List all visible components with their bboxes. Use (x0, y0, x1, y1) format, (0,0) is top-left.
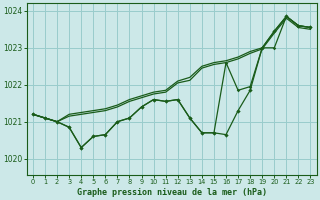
X-axis label: Graphe pression niveau de la mer (hPa): Graphe pression niveau de la mer (hPa) (77, 188, 267, 197)
